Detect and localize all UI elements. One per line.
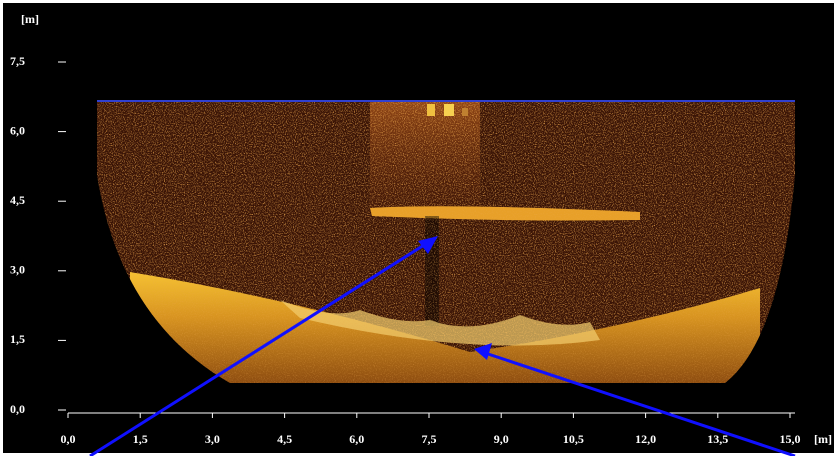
sonar-image (97, 101, 795, 400)
x-tick-label: 9,0 (494, 432, 509, 446)
x-tick-label: 10,5 (563, 432, 584, 446)
y-axis-label: [m] (21, 12, 39, 26)
x-tick-label: 12,0 (635, 432, 656, 446)
x-tick-label: 6,0 (349, 432, 364, 446)
x-axis-label: [m] (814, 432, 832, 446)
x-tick-label: 13,5 (707, 432, 728, 446)
x-tick-label: 1,5 (133, 432, 148, 446)
y-tick-label: 0,0 (10, 402, 25, 416)
x-tick-label: 4,5 (277, 432, 292, 446)
x-tick-label: 7,5 (422, 432, 437, 446)
y-tick-label: 1,5 (10, 332, 25, 346)
x-tick-label: 15,0 (780, 432, 801, 446)
sonar-view: [m] [m] 0,0 1,5 3,0 4,5 6,0 7,5 9,0 10,5 12,0 13,… (0, 0, 837, 456)
y-tick-label: 6,0 (10, 123, 25, 137)
y-tick-label: 4,5 (10, 193, 25, 207)
x-tick-label: 0,0 (61, 432, 76, 446)
x-tick-label: 3,0 (205, 432, 220, 446)
y-tick-label: 7,5 (10, 54, 25, 68)
y-tick-label: 3,0 (10, 263, 25, 277)
